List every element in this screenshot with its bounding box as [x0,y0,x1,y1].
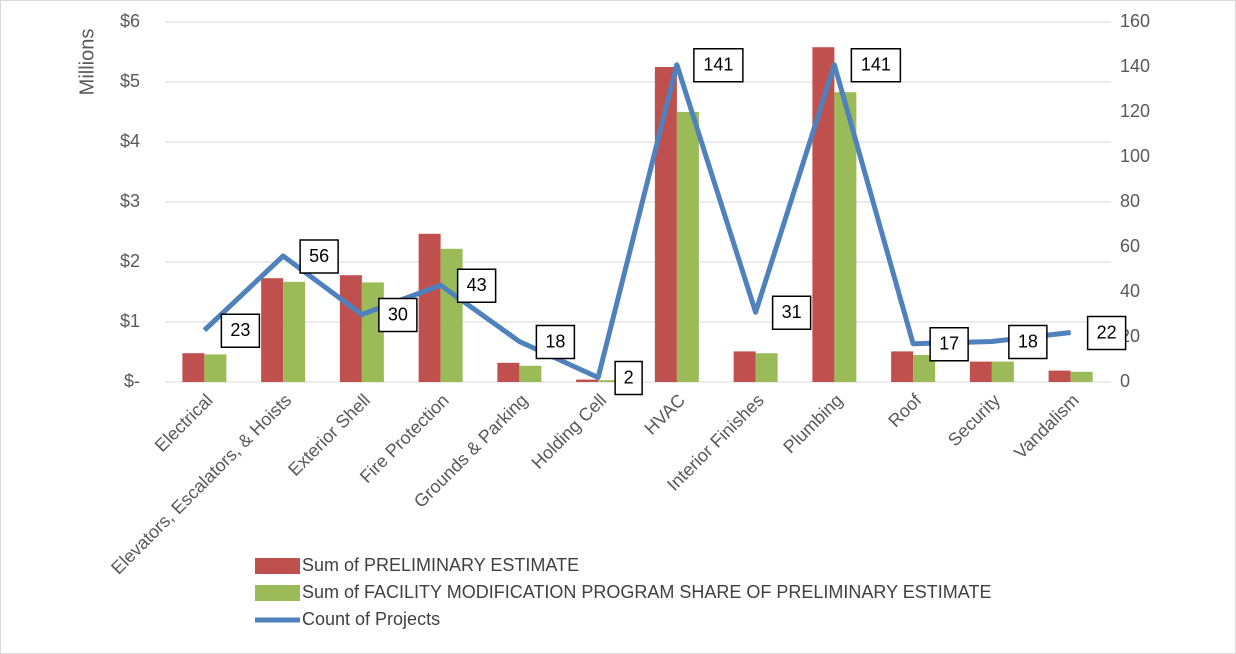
y2-tick-label: 140 [1120,56,1150,76]
bar [497,362,520,382]
bar [182,353,205,382]
data-label-box [220,313,261,348]
data-label-box [771,295,812,330]
data-label-box [693,48,744,83]
legend-swatch [255,558,300,574]
y-tick-label: $6 [120,11,140,31]
y-axis-label: Millions [76,29,98,96]
data-label: 22 [1097,322,1117,342]
bar [204,354,227,382]
bar [991,361,1014,382]
y-tick-label: $5 [120,71,140,91]
data-label-box [1008,324,1048,360]
data-label-box [1086,315,1127,351]
data-label: 56 [309,246,329,266]
data-label-box [850,48,902,83]
data-label: 18 [545,331,565,351]
y2-tick-label: 80 [1120,191,1140,211]
y-tick-label: $3 [120,191,140,211]
data-label: 141 [861,55,891,75]
bar [1070,371,1093,382]
line [202,62,1071,380]
data-label-box [456,268,497,303]
y-tick-label: $- [124,371,140,391]
data-label: 23 [230,320,250,340]
bar [891,351,914,382]
bar [283,281,306,382]
bar [913,355,936,382]
y2-tick-label: 40 [1120,281,1140,301]
data-label: 43 [467,275,487,295]
data-label: 31 [782,302,802,322]
data-label-box [929,327,969,362]
legend-label: Sum of FACILITY MODIFICATION PROGRAM SHA… [302,582,991,602]
data-label-box [535,324,576,360]
bar [654,67,677,382]
y-tick-label: $2 [120,251,140,271]
bar [969,361,992,382]
bar [576,379,599,382]
y2-tick-label: 120 [1120,101,1150,121]
bar [261,278,284,382]
bar [339,275,362,382]
bar [418,233,441,382]
y-tick-label: $1 [120,311,140,331]
data-label-box [299,239,339,274]
data-label: 30 [388,304,408,324]
bar [519,365,542,382]
legend-swatch [255,585,300,601]
data-label: 17 [939,334,959,354]
y2-tick-label: 100 [1120,146,1150,166]
y-tick-label: $4 [120,131,140,151]
legend-label: Count of Projects [302,609,440,629]
data-label-box [614,360,643,396]
bar [755,353,778,382]
y2-tick-label: 0 [1120,371,1130,391]
data-label: 141 [703,55,733,75]
bar [676,112,699,382]
data-label: 2 [624,367,634,387]
data-label-box [378,297,418,333]
y2-tick-label: 160 [1120,11,1150,31]
bar [733,351,756,382]
legend-label: Sum of PRELIMINARY ESTIMATE [302,555,579,575]
bar [598,380,621,382]
data-label: 18 [1018,331,1038,351]
bar [812,47,835,382]
y2-tick-label: 60 [1120,236,1140,256]
bar [834,92,857,382]
bar [1048,370,1071,382]
